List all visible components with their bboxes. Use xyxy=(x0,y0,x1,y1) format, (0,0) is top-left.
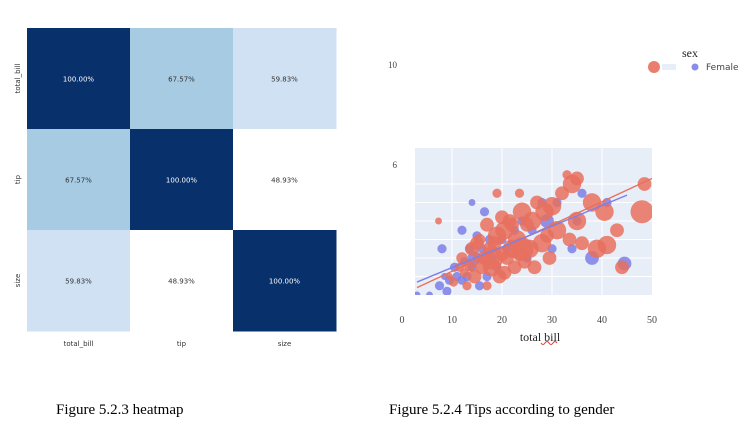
heatmap-x-tick-label: size xyxy=(278,340,292,348)
scatter-point xyxy=(562,170,572,180)
x-tick-labels: 0 10 20 30 40 50 xyxy=(400,315,658,326)
scatter-point xyxy=(514,188,525,198)
scatter-point xyxy=(470,236,484,251)
heatmap-x-tick-label: tip xyxy=(177,340,187,348)
legend-marker-male xyxy=(648,61,660,73)
scatter-point xyxy=(630,200,652,224)
scatter-point xyxy=(570,171,584,186)
scatter-point xyxy=(459,268,470,278)
y-tick-label: 6 xyxy=(393,160,398,170)
legend-entry-female: Female xyxy=(706,63,739,73)
scatter-point xyxy=(492,188,502,198)
trend-lines xyxy=(416,177,652,289)
scatter-point xyxy=(435,217,442,225)
heatmap-cell-label: 48.93% xyxy=(168,278,195,286)
scatter-point xyxy=(595,202,614,221)
heatmap-cell-label: 59.83% xyxy=(65,278,92,286)
y-tick-labels: 6 10 xyxy=(388,60,398,170)
heatmap-cell-label: 59.83% xyxy=(271,76,298,84)
scatter-point xyxy=(610,223,624,238)
heatmap-x-tick-label: total_bill xyxy=(64,340,94,348)
scatter-point xyxy=(480,246,504,270)
scatter-point xyxy=(597,235,617,255)
scatter-point xyxy=(448,277,459,287)
scatter-point xyxy=(527,260,542,275)
scatter-point xyxy=(467,269,482,284)
heatmap-cell-0-1 xyxy=(130,28,234,130)
heatmap-cell-label: 100.00% xyxy=(269,278,300,286)
heatmap-cell-0-2 xyxy=(233,28,337,130)
scatter-point xyxy=(415,291,421,295)
scatter-point xyxy=(434,281,445,291)
caption-scatter: Figure 5.2.4 Tips according to gender xyxy=(389,402,615,418)
scatter-point xyxy=(615,260,629,275)
scatter-point xyxy=(482,281,492,291)
scatter-point xyxy=(426,291,433,295)
heatmap-y-tick-label: tip xyxy=(14,174,22,184)
x-tick-label: 40 xyxy=(597,315,607,326)
scatter-point xyxy=(462,281,472,291)
scatter-point xyxy=(567,211,587,231)
heatmap-y-tick-label: size xyxy=(14,274,22,288)
heatmap-cell-label: 67.57% xyxy=(168,76,195,84)
scatter-point xyxy=(567,244,577,254)
scatter-point xyxy=(542,251,557,265)
heatmap-cell-label: 100.00% xyxy=(63,76,94,84)
legend: sex Female xyxy=(648,46,739,73)
heatmap-cell-label: 100.00% xyxy=(166,177,197,185)
legend-bar xyxy=(662,64,676,70)
scatter-point xyxy=(495,210,509,225)
heatmap-cell-label: 48.93% xyxy=(271,177,298,185)
scatter-point xyxy=(542,197,562,216)
scatter-point xyxy=(468,199,476,206)
heatmap-cell-2-1 xyxy=(130,230,234,332)
x-tick-label: 10 xyxy=(447,315,457,326)
heatmap-cell-label: 67.57% xyxy=(65,177,92,185)
heatmap-cell-1-2 xyxy=(233,129,337,231)
legend-marker-female xyxy=(691,63,699,71)
y-tick-label: 10 xyxy=(388,60,398,70)
scatter-point xyxy=(577,188,587,198)
heatmap-cell-1-0 xyxy=(27,129,131,231)
scatter-point xyxy=(479,207,490,217)
x-axis-label: total bill xyxy=(520,330,561,344)
legend-title: sex xyxy=(682,46,698,60)
heatmap-cell-2-2 xyxy=(233,230,337,332)
x-tick-label: 0 xyxy=(400,315,405,326)
scatter-point xyxy=(456,252,468,264)
heatmap-y-tick-label: total_bill xyxy=(14,64,22,94)
heatmap-cell-2-0 xyxy=(27,230,131,332)
heatmap-x-tick-labels: total_bill tip size xyxy=(64,340,292,348)
scatter-point xyxy=(474,281,485,291)
x-tick-label: 30 xyxy=(547,315,557,326)
scatter-point xyxy=(437,244,447,254)
scatter-point xyxy=(510,237,534,261)
scatter-point xyxy=(505,217,519,232)
x-tick-label: 50 xyxy=(647,315,657,326)
scatter-point xyxy=(562,232,577,247)
tips-scatter-plot: 6 10 0 10 20 30 40 50 total bill sex Female xyxy=(388,46,739,345)
scatter-point xyxy=(480,217,494,232)
heatmap-cell-0-0 xyxy=(27,28,131,130)
caption-heatmap: Figure 5.2.3 heatmap xyxy=(56,402,184,418)
scatter-point xyxy=(575,236,589,251)
scatter-point xyxy=(442,286,452,295)
correlation-heatmap: 100.00% 67.57% 59.83% 67.57% 100.00% 48.93% 59… xyxy=(14,28,337,348)
spelling-squiggle xyxy=(540,341,558,345)
trend-line xyxy=(416,194,628,283)
scatter-point xyxy=(497,265,512,280)
heatmap-cell-1-1 xyxy=(130,129,234,231)
heatmap-cells: 100.00% 67.57% 59.83% 67.57% 100.00% 48.93% 59… xyxy=(27,28,337,332)
x-tick-label: 20 xyxy=(497,315,507,326)
scatter-point xyxy=(457,225,467,235)
